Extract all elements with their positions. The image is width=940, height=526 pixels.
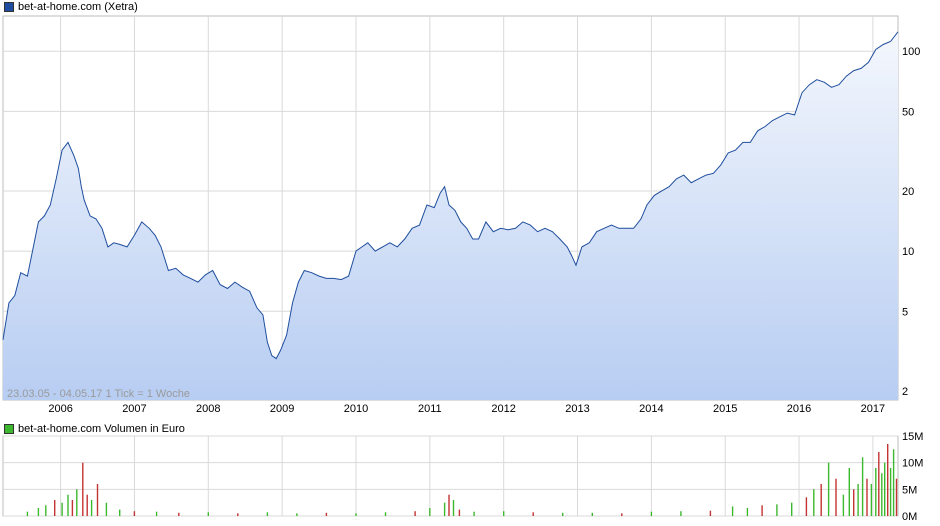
volume-bar [776, 504, 778, 516]
volume-bar [448, 494, 450, 516]
volume-bar [853, 489, 855, 516]
price-x-tick-label: 2008 [196, 403, 220, 415]
price-y-tick-label: 5 [902, 306, 908, 318]
volume-bar [562, 512, 564, 516]
volume-bar [875, 468, 877, 516]
volume-bar [884, 462, 886, 516]
volume-bar [857, 484, 859, 516]
volume-bar [848, 468, 850, 516]
volume-bar [96, 484, 99, 516]
volume-bar [207, 512, 209, 516]
volume-bar [86, 494, 88, 516]
price-y-tick-label: 50 [902, 106, 914, 118]
volume-bar [878, 452, 880, 516]
volume-y-tick-label: 10M [902, 458, 923, 470]
volume-bar [866, 478, 868, 516]
volume-bar [842, 494, 845, 516]
price-legend: bet-at-home.com (Xetra) [4, 1, 138, 13]
volume-bar [325, 512, 328, 516]
volume-bar [458, 509, 461, 516]
volume-bar [90, 500, 93, 516]
price-area [3, 31, 898, 401]
price-panel: 2 5 10 20 50 100 2006 2007 2008 2009 2010 2011 2012 2… [2, 15, 920, 415]
volume-bar [680, 511, 682, 516]
price-y-tick-label: 100 [902, 46, 920, 58]
price-x-tick-label: 2016 [787, 403, 811, 415]
volume-bar [71, 500, 74, 516]
volume-bar [61, 502, 63, 516]
volume-bar [820, 484, 822, 516]
price-x-tick-label: 2011 [418, 403, 442, 415]
volume-bar [384, 512, 387, 516]
volume-bar [67, 494, 69, 516]
price-y-tick-label: 10 [902, 246, 914, 258]
price-chart-title: bet-at-home.com (Xetra) [18, 1, 138, 13]
volume-bar [429, 508, 431, 516]
price-line [2, 31, 899, 360]
volume-bar [709, 510, 712, 516]
volume-bar [503, 511, 505, 516]
price-legend-swatch [4, 2, 14, 12]
volume-bar [813, 489, 815, 516]
volume-bar [443, 502, 446, 516]
volume-y-tick-label: 5M [902, 484, 917, 496]
price-x-tick-label: 2009 [270, 403, 294, 415]
volume-bar [414, 511, 416, 516]
volume-plot-frame [2, 435, 899, 517]
price-y-tick-label: 2 [902, 386, 908, 398]
volume-bar [892, 449, 895, 516]
volume-bar [746, 508, 749, 516]
volume-bar [621, 513, 623, 516]
price-date-range-note: 23.03.05 - 04.05.17 1 Tick = 1 Woche [7, 388, 190, 400]
volume-bar [895, 478, 898, 516]
volume-bar [805, 497, 808, 516]
price-x-tick-label: 2010 [344, 403, 368, 415]
price-x-tick-label: 2013 [565, 403, 589, 415]
volume-panel: 0M 5M 10M 15M [2, 431, 923, 523]
volume-bar [45, 505, 47, 516]
volume-bar [761, 505, 763, 516]
volume-bar [178, 512, 180, 516]
price-x-tick-label: 2007 [122, 403, 146, 415]
price-x-tick-label: 2006 [48, 403, 72, 415]
volume-legend-swatch [4, 424, 14, 434]
volume-bar [591, 512, 593, 516]
volume-bar [355, 513, 357, 516]
price-x-tick-label: 2017 [861, 403, 885, 415]
volume-bar [870, 484, 873, 516]
price-y-tick-label: 20 [902, 186, 914, 198]
volume-chart-title: bet-at-home.com Volumen in Euro [18, 423, 185, 435]
volume-bar [835, 478, 837, 516]
volume-bar [881, 473, 883, 516]
volume-bar [133, 511, 136, 516]
volume-bar [650, 511, 653, 516]
price-x-tick-label: 2015 [713, 403, 737, 415]
volume-bar [791, 502, 793, 516]
price-x-tick-label: 2012 [491, 403, 515, 415]
volume-bar [473, 511, 475, 516]
volume-bar [889, 468, 892, 516]
volume-bar [119, 509, 121, 516]
volume-bar [37, 508, 40, 516]
volume-bar [887, 444, 889, 516]
volume-bar [237, 513, 239, 516]
volume-y-tick-label: 15M [902, 431, 923, 443]
volume-bar [76, 489, 78, 516]
volume-y-tick-label: 0M [902, 511, 917, 523]
volume-bar [26, 511, 29, 516]
price-x-tick-label: 2014 [639, 403, 663, 415]
volume-bar [155, 511, 158, 516]
volume-bar [861, 457, 864, 516]
volume-bar [452, 500, 455, 516]
volume-bar [266, 512, 269, 516]
volume-bar [532, 512, 534, 516]
volume-bar [731, 506, 734, 516]
volume-bar [296, 513, 298, 516]
volume-legend: bet-at-home.com Volumen in Euro [4, 423, 185, 435]
volume-bar [82, 462, 84, 516]
volume-bar [105, 502, 108, 516]
volume-bar [54, 500, 56, 516]
volume-bar [827, 462, 830, 516]
